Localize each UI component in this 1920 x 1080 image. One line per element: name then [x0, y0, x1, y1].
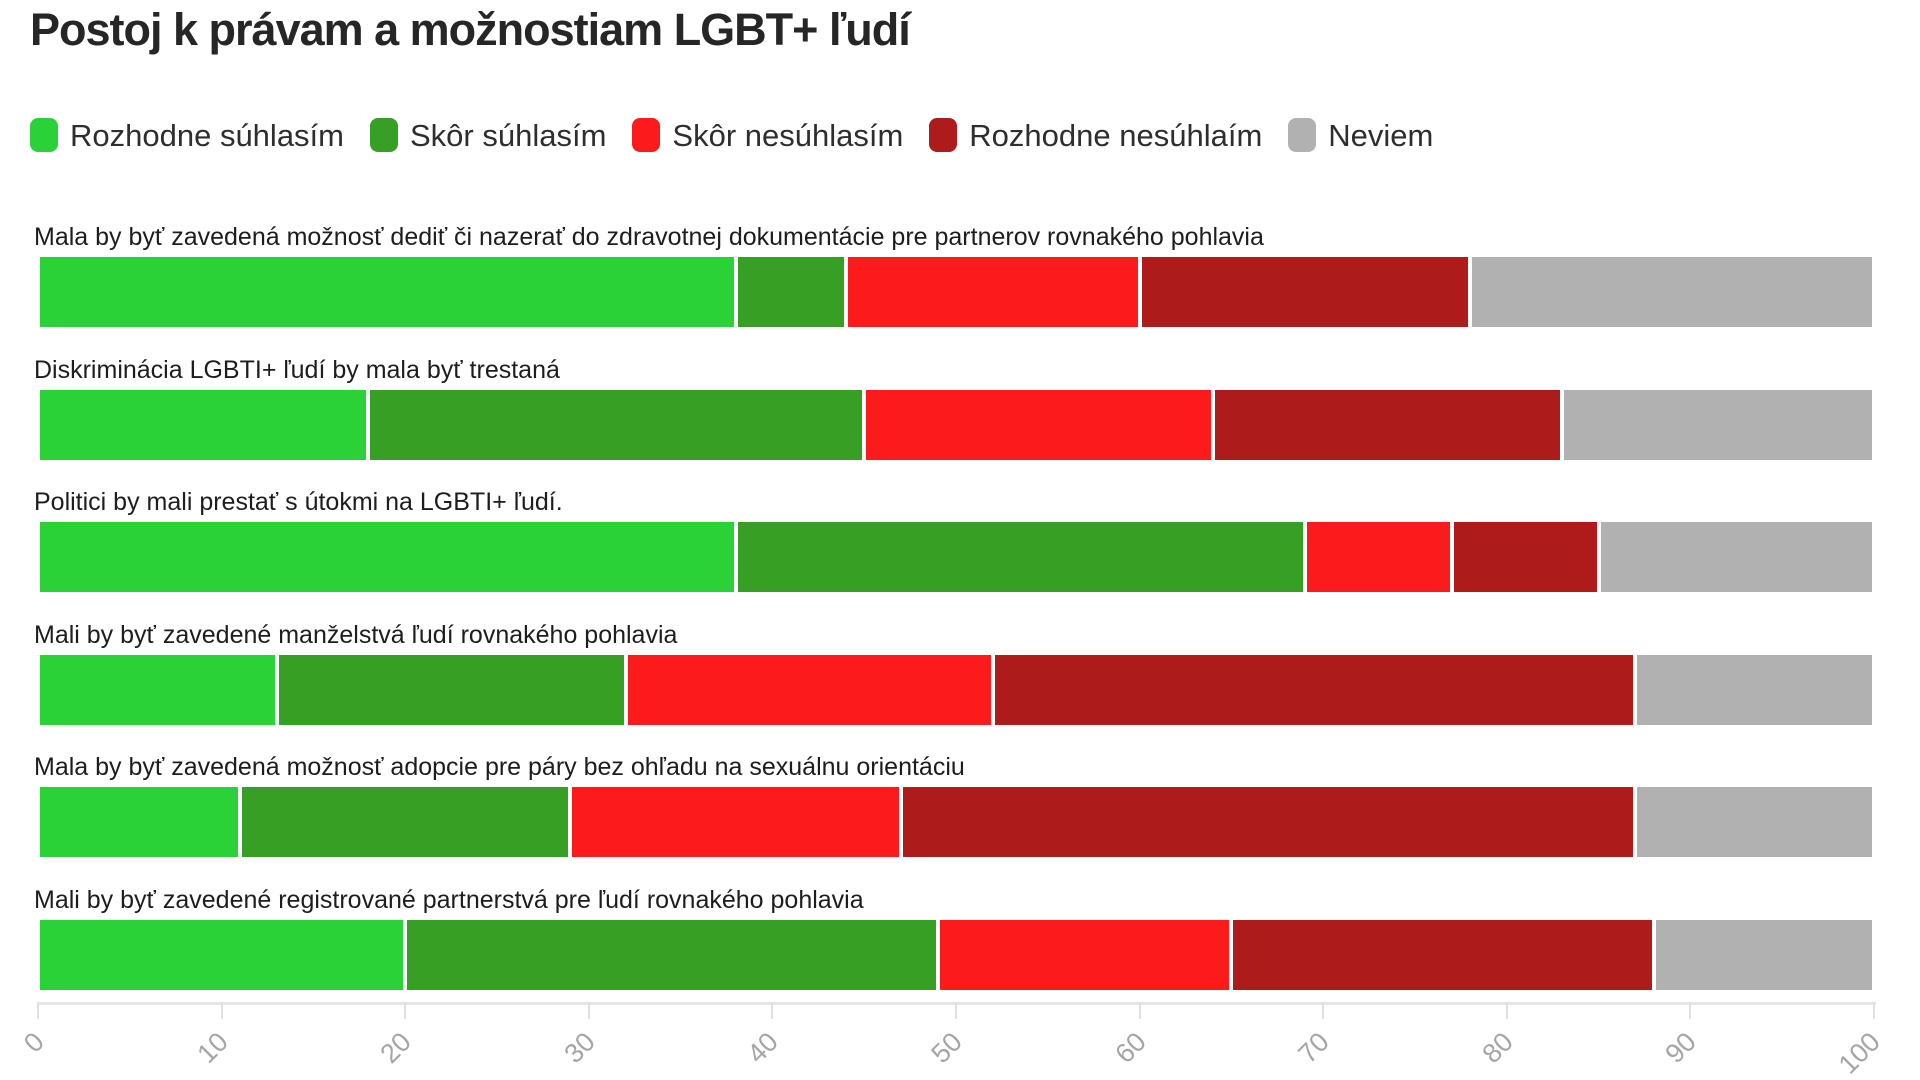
bar-segment[interactable]	[38, 388, 369, 462]
bar-segment[interactable]	[735, 255, 846, 329]
legend-color-swatch-icon	[30, 118, 58, 152]
x-axis-tick-label: 60	[1108, 1026, 1152, 1070]
bar-row	[38, 520, 1874, 594]
category-label: Mala by byť zavedená možnosť dediť či na…	[34, 223, 1264, 251]
bar-row	[38, 388, 1874, 462]
category-label: Diskriminácia LGBTI+ ľudí by mala byť tr…	[34, 356, 560, 384]
bar-segment[interactable]	[1653, 918, 1874, 992]
legend-item[interactable]: Rozhodne súhlasím	[30, 118, 344, 152]
bar-segment[interactable]	[38, 255, 736, 329]
x-axis-tick	[1873, 1002, 1875, 1019]
bar-segment[interactable]	[276, 653, 626, 727]
legend-item[interactable]: Neviem	[1288, 118, 1433, 152]
x-axis-tick	[404, 1002, 407, 1019]
legend-label: Rozhodne súhlasím	[70, 117, 344, 153]
bar-segment[interactable]	[625, 653, 993, 727]
x-axis-tick-label: 0	[17, 1026, 50, 1059]
x-axis-tick	[955, 1002, 957, 1019]
bar-segment[interactable]	[1304, 520, 1452, 594]
bar-segment[interactable]	[1598, 520, 1874, 594]
bar-segment[interactable]	[937, 918, 1232, 992]
bar-segment[interactable]	[845, 255, 1140, 329]
bar-segment[interactable]	[992, 653, 1636, 727]
chart-title: Postoj k právam a možnostiam LGBT+ ľudí	[30, 4, 911, 55]
legend-item[interactable]: Skôr nesúhlasím	[632, 118, 903, 152]
bar-row	[38, 255, 1874, 329]
legend-label: Neviem	[1328, 117, 1434, 153]
x-axis-tick	[771, 1002, 774, 1019]
x-axis-tick	[1322, 1002, 1325, 1019]
x-axis-tick	[1689, 1002, 1692, 1019]
legend-color-swatch-icon	[632, 118, 661, 152]
x-axis-tick	[220, 1002, 223, 1019]
category-label: Mali by byť zavedené registrované partne…	[34, 886, 864, 914]
x-axis-tick-label: 30	[558, 1026, 601, 1070]
x-axis-tick-label: 90	[1659, 1026, 1703, 1070]
bar-segment[interactable]	[1213, 388, 1562, 462]
legend-item[interactable]: Skôr súhlasím	[370, 118, 606, 152]
legend-color-swatch-icon	[929, 118, 958, 152]
bar-segment[interactable]	[38, 785, 240, 859]
legend-color-swatch-icon	[1288, 118, 1317, 152]
x-axis-tick	[1138, 1002, 1141, 1019]
x-axis-line	[38, 1002, 1876, 1005]
x-axis-tick-label: 100	[1832, 1026, 1886, 1080]
bar-row	[38, 918, 1874, 992]
bar-segment[interactable]	[1635, 653, 1874, 727]
bar-segment[interactable]	[38, 918, 406, 992]
legend-label: Skôr nesúhlasím	[672, 117, 904, 153]
x-axis-tick-label: 10	[190, 1026, 234, 1070]
x-axis-tick-label: 70	[1292, 1026, 1336, 1070]
x-axis-tick	[587, 1002, 590, 1019]
category-label: Mala by byť zavedená možnosť adopcie pre…	[34, 753, 965, 781]
bar-segment[interactable]	[1470, 255, 1874, 329]
bar-segment[interactable]	[1139, 255, 1471, 329]
bar-segment[interactable]	[1231, 918, 1654, 992]
x-axis-tick-label: 40	[741, 1026, 785, 1070]
x-axis-tick	[1505, 1002, 1508, 1019]
bar-row	[38, 785, 1874, 859]
bar-segment[interactable]	[735, 520, 1305, 594]
bar-row	[38, 653, 1874, 727]
bar-segment[interactable]	[38, 653, 277, 727]
legend-color-swatch-icon	[370, 118, 398, 152]
bar-segment[interactable]	[38, 520, 736, 594]
bar-segment[interactable]	[570, 785, 901, 859]
legend-label: Skôr súhlasím	[410, 117, 607, 153]
bar-segment[interactable]	[239, 785, 571, 859]
bar-segment[interactable]	[1561, 388, 1874, 462]
x-axis-tick-label: 50	[925, 1026, 968, 1070]
bar-segment[interactable]	[1451, 520, 1599, 594]
category-label: Politici by mali prestať s útokmi na LGB…	[34, 488, 563, 516]
legend: Rozhodne súhlasím Skôr súhlasím Skôr nesúh…	[30, 118, 1433, 152]
bar-segment[interactable]	[368, 388, 865, 462]
x-axis-tick-label: 20	[374, 1026, 418, 1070]
category-label: Mali by byť zavedené manželstvá ľudí rov…	[34, 621, 678, 649]
bar-segment[interactable]	[900, 785, 1636, 859]
legend-label: Rozhodne nesúhlaím	[969, 117, 1263, 153]
bar-segment[interactable]	[405, 918, 938, 992]
x-axis-tick	[37, 1002, 39, 1019]
bar-segment[interactable]	[1635, 785, 1874, 859]
x-axis-tick-label: 80	[1476, 1026, 1519, 1070]
bar-segment[interactable]	[864, 388, 1214, 462]
legend-item[interactable]: Rozhodne nesúhlaím	[929, 118, 1262, 152]
